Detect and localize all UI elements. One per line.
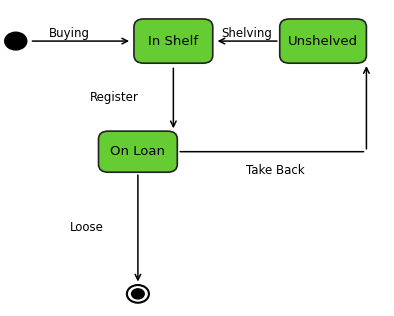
Text: Loose: Loose [70, 221, 104, 234]
FancyBboxPatch shape [280, 19, 366, 63]
Text: Unshelved: Unshelved [288, 34, 358, 48]
Text: Buying: Buying [48, 27, 89, 40]
Text: On Loan: On Loan [110, 145, 165, 158]
Text: Register: Register [90, 91, 139, 105]
Circle shape [132, 289, 144, 299]
Text: In Shelf: In Shelf [148, 34, 199, 48]
FancyBboxPatch shape [134, 19, 213, 63]
Text: Shelving: Shelving [221, 27, 272, 40]
Circle shape [5, 32, 27, 50]
Text: Take Back: Take Back [247, 164, 305, 177]
FancyBboxPatch shape [98, 131, 177, 172]
